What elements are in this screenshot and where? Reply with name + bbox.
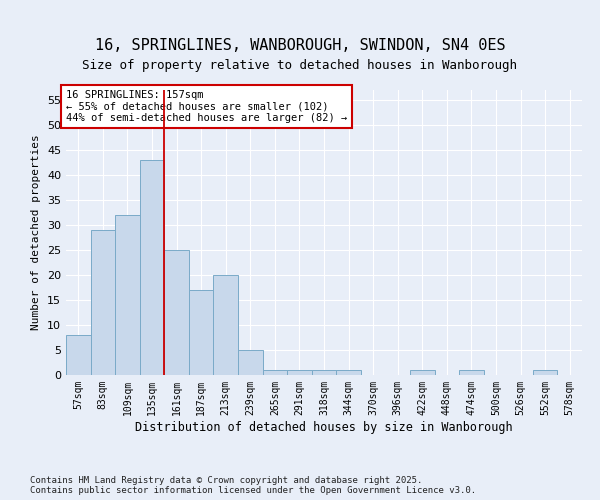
- Text: Size of property relative to detached houses in Wanborough: Size of property relative to detached ho…: [83, 60, 517, 72]
- Bar: [459, 370, 484, 375]
- Bar: [238, 350, 263, 375]
- Bar: [287, 370, 312, 375]
- Text: 16, SPRINGLINES, WANBOROUGH, SWINDON, SN4 0ES: 16, SPRINGLINES, WANBOROUGH, SWINDON, SN…: [95, 38, 505, 52]
- Bar: [189, 290, 214, 375]
- Bar: [91, 230, 115, 375]
- Bar: [214, 275, 238, 375]
- Text: 16 SPRINGLINES: 157sqm
← 55% of detached houses are smaller (102)
44% of semi-de: 16 SPRINGLINES: 157sqm ← 55% of detached…: [66, 90, 347, 123]
- Text: Contains HM Land Registry data © Crown copyright and database right 2025.
Contai: Contains HM Land Registry data © Crown c…: [30, 476, 476, 495]
- Bar: [115, 215, 140, 375]
- Bar: [533, 370, 557, 375]
- Y-axis label: Number of detached properties: Number of detached properties: [31, 134, 41, 330]
- Bar: [263, 370, 287, 375]
- Bar: [336, 370, 361, 375]
- Bar: [140, 160, 164, 375]
- Bar: [66, 335, 91, 375]
- Bar: [410, 370, 434, 375]
- Bar: [164, 250, 189, 375]
- X-axis label: Distribution of detached houses by size in Wanborough: Distribution of detached houses by size …: [135, 420, 513, 434]
- Bar: [312, 370, 336, 375]
